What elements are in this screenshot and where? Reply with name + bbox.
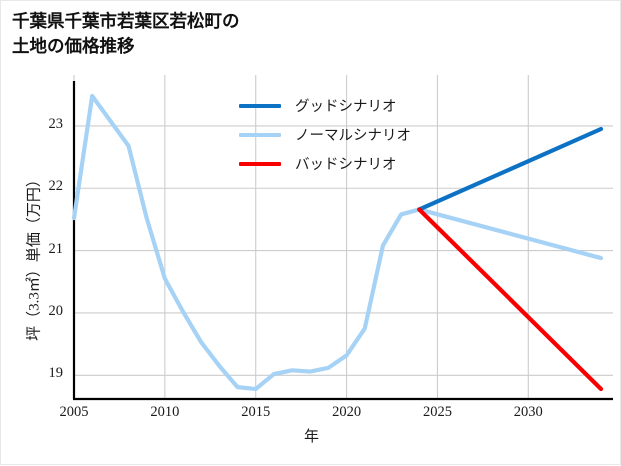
x-tick-label: 2010 (150, 404, 180, 420)
x-tick-label: 2025 (422, 404, 452, 420)
y-tick-label: 21 (48, 240, 64, 257)
series-lines (71, 93, 604, 392)
series-line (417, 126, 604, 212)
y-axis-label: 坪（3.3㎡）単価（万円） (26, 172, 43, 341)
y-tick-label: 19 (48, 365, 64, 382)
x-tick-label: 2020 (332, 404, 362, 420)
x-tick-label: 2005 (59, 404, 89, 420)
y-tick-label: 22 (48, 178, 64, 195)
chart-legend: グッドシナリオ ノーマルシナリオ バッドシナリオ (239, 91, 469, 178)
x-axis-label: 年 (303, 429, 319, 445)
legend-item-bad[interactable]: バッドシナリオ (239, 149, 469, 178)
series-line (71, 93, 604, 392)
legend-color-swatch (239, 132, 281, 137)
series-line (417, 207, 604, 392)
legend-item-good[interactable]: グッドシナリオ (239, 91, 469, 120)
x-tick-label: 2015 (241, 404, 271, 420)
legend-color-swatch (239, 103, 281, 108)
legend-label: ノーマルシナリオ (295, 128, 411, 144)
legend-label: バッドシナリオ (295, 157, 397, 173)
legend-label: グッドシナリオ (295, 99, 397, 115)
legend-color-swatch (239, 161, 281, 166)
legend-item-normal[interactable]: ノーマルシナリオ (239, 120, 469, 149)
axis-lines (72, 81, 613, 401)
y-tick-label: 20 (48, 302, 64, 319)
page-title: 千葉県千葉市若葉区若松町の 土地の価格推移 (12, 11, 240, 56)
x-tick-label: 2030 (513, 404, 543, 420)
y-tick-label: 23 (48, 115, 64, 132)
